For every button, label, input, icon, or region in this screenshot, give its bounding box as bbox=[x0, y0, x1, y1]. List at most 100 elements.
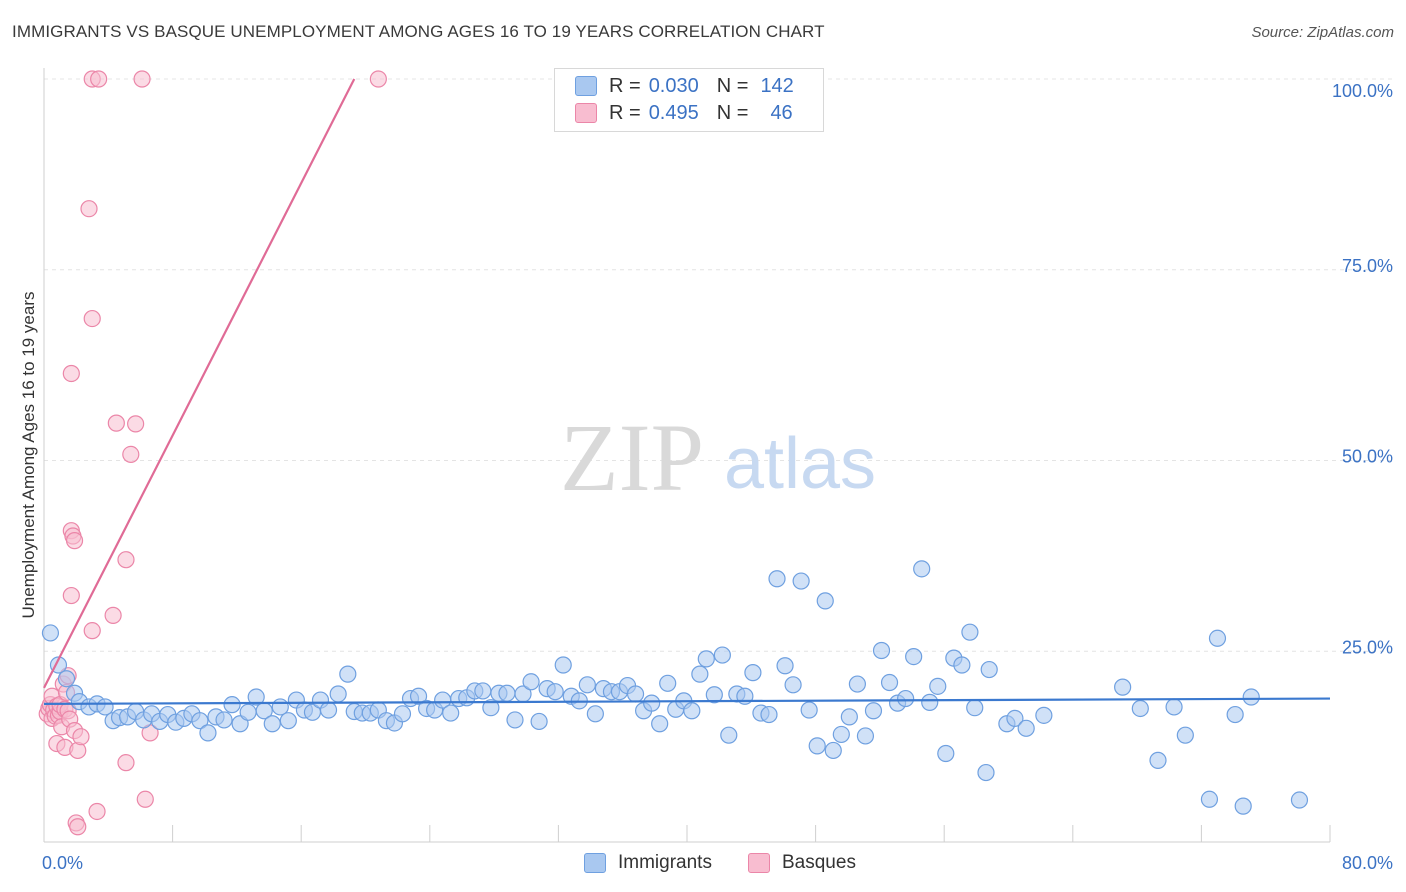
immigrants-n-value: 142 bbox=[760, 74, 794, 97]
immigrants-point-126 bbox=[1165, 698, 1183, 716]
immigrants-point-116 bbox=[966, 699, 984, 717]
basques-trendline bbox=[43, 78, 356, 689]
immigrants-point-85 bbox=[720, 726, 738, 744]
immigrants-point-112 bbox=[937, 744, 955, 763]
immigrants-point-90 bbox=[760, 705, 778, 724]
bottom-legend-immigrants: Immigrants bbox=[584, 852, 712, 874]
immigrants-point-105 bbox=[880, 673, 899, 692]
immigrants-point-23 bbox=[223, 696, 241, 714]
immigrants-point-94 bbox=[792, 572, 810, 590]
y-tick-label-0: 25.0% bbox=[1342, 637, 1393, 657]
basques-r-label: R = bbox=[609, 101, 641, 124]
basques-point-38 bbox=[117, 551, 135, 569]
immigrants-point-95 bbox=[800, 701, 818, 719]
immigrants-point-76 bbox=[651, 715, 669, 733]
immigrants-point-63 bbox=[546, 683, 564, 701]
immigrants-point-82 bbox=[697, 650, 715, 668]
basques-point-27 bbox=[69, 818, 87, 836]
immigrants-point-101 bbox=[848, 675, 866, 693]
basques-point-21 bbox=[62, 364, 80, 383]
immigrants-point-124 bbox=[1131, 699, 1149, 718]
immigrants-point-108 bbox=[905, 647, 923, 666]
immigrants-point-26 bbox=[247, 688, 265, 706]
y-tick-label-1: 50.0% bbox=[1342, 447, 1393, 467]
chart-title: IMMIGRANTS VS BASQUE UNEMPLOYMENT AMONG … bbox=[12, 22, 825, 41]
basques-point-31 bbox=[83, 622, 101, 640]
basques-point-42 bbox=[133, 70, 151, 88]
immigrants-swatch bbox=[575, 76, 597, 96]
immigrants-point-30 bbox=[279, 712, 297, 730]
watermark-atlas: atlas bbox=[724, 424, 876, 504]
immigrants-point-67 bbox=[578, 676, 596, 694]
immigrants-point-132 bbox=[1242, 688, 1260, 706]
immigrants-point-0 bbox=[41, 624, 60, 642]
x-tick-label-0: 0.0% bbox=[42, 853, 83, 873]
basques-point-45 bbox=[369, 70, 387, 88]
immigrants-point-133 bbox=[1290, 791, 1309, 809]
immigrants-point-131 bbox=[1234, 797, 1252, 815]
basques-point-39 bbox=[117, 754, 135, 772]
basques-point-34 bbox=[90, 70, 108, 88]
immigrants-point-123 bbox=[1114, 678, 1132, 696]
immigrants-point-46 bbox=[409, 687, 428, 705]
basques-point-29 bbox=[72, 728, 90, 746]
immigrants-point-111 bbox=[929, 677, 947, 695]
stats-legend: R = 0.030 N = 142 R = 0.495 N = 46 bbox=[554, 68, 824, 132]
basques-n-label: N = bbox=[716, 101, 749, 124]
basques-point-41 bbox=[127, 415, 145, 433]
immigrants-point-28 bbox=[263, 715, 281, 733]
immigrants-trendline bbox=[43, 697, 1331, 705]
basques-point-36 bbox=[104, 606, 122, 624]
basques-swatch bbox=[575, 103, 597, 123]
immigrants-point-92 bbox=[776, 657, 794, 675]
immigrants-point-83 bbox=[705, 686, 723, 704]
immigrants-point-102 bbox=[856, 727, 875, 745]
immigrants-point-58 bbox=[506, 711, 524, 729]
bottom-legend-basques: Basques bbox=[748, 852, 856, 874]
immigrants-point-96 bbox=[808, 737, 826, 755]
immigrants-point-109 bbox=[913, 560, 931, 578]
immigrants-point-115 bbox=[961, 623, 979, 641]
basques-r-value: 0.495 bbox=[648, 101, 699, 124]
immigrants-point-64 bbox=[554, 656, 572, 674]
immigrants-point-117 bbox=[977, 763, 995, 782]
immigrants-point-103 bbox=[864, 702, 883, 720]
watermark-zip: ZIP bbox=[560, 404, 704, 511]
basques-point-32 bbox=[83, 309, 101, 328]
immigrants-point-97 bbox=[816, 592, 834, 610]
immigrants-point-81 bbox=[691, 665, 709, 683]
immigrants-point-44 bbox=[393, 705, 412, 723]
immigrants-point-120 bbox=[1006, 709, 1024, 727]
watermark: ZIP atlas bbox=[560, 404, 876, 511]
immigrants-point-75 bbox=[643, 694, 661, 712]
immigrants-point-104 bbox=[872, 641, 891, 660]
x-tick-label-1: 80.0% bbox=[1342, 853, 1393, 873]
immigrants-point-50 bbox=[442, 704, 460, 722]
gridlines bbox=[44, 78, 1392, 652]
immigrants-point-61 bbox=[530, 712, 548, 731]
immigrants-point-84 bbox=[713, 646, 731, 664]
immigrants-point-68 bbox=[586, 705, 604, 723]
immigrants-point-77 bbox=[659, 674, 677, 692]
immigrants-points bbox=[41, 560, 1309, 815]
immigrants-point-121 bbox=[1017, 719, 1035, 737]
immigrants-point-36 bbox=[329, 685, 347, 703]
basques-point-43 bbox=[136, 790, 154, 808]
basques-point-37 bbox=[107, 414, 125, 432]
bottom-basques-label: Basques bbox=[782, 852, 856, 873]
immigrants-r-value: 0.030 bbox=[648, 74, 699, 97]
immigrants-point-37 bbox=[339, 665, 357, 683]
immigrants-point-2 bbox=[57, 670, 76, 688]
immigrants-point-129 bbox=[1208, 629, 1227, 647]
y-tick-label-2: 75.0% bbox=[1342, 256, 1393, 276]
immigrants-point-99 bbox=[832, 725, 850, 744]
basques-n-value: 46 bbox=[770, 101, 793, 124]
basques-point-40 bbox=[122, 445, 140, 463]
legend-row-basques: R = 0.495 N = 46 bbox=[575, 100, 793, 126]
bottom-immigrants-swatch bbox=[584, 853, 606, 873]
immigrants-point-118 bbox=[980, 660, 998, 679]
immigrants-point-54 bbox=[474, 682, 492, 700]
immigrants-point-19 bbox=[191, 712, 209, 730]
x-tick-labels: 0.0% 80.0% bbox=[42, 853, 1393, 873]
